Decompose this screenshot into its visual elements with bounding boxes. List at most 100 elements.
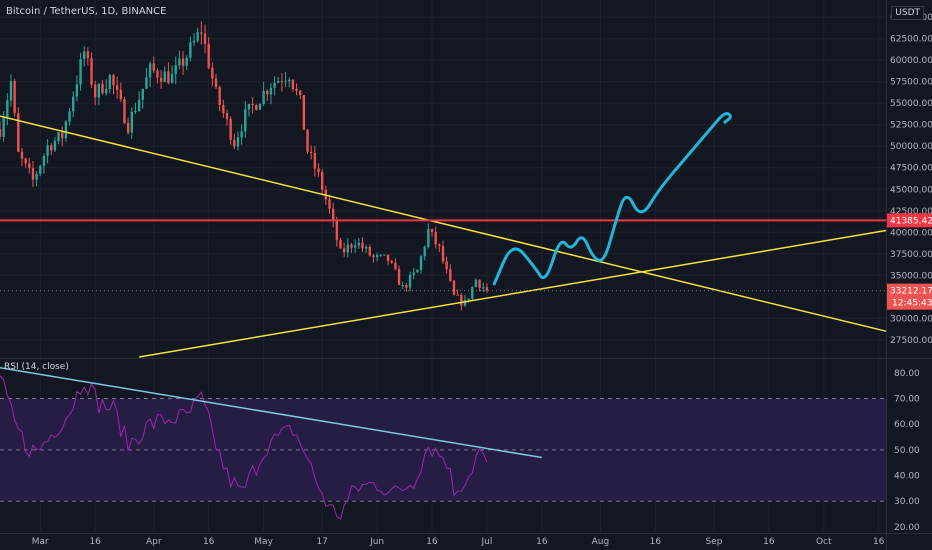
candle-body [430,228,434,233]
candle-body [170,74,174,84]
candle-body [119,89,123,100]
candle-body [372,255,375,258]
candle-body [295,88,298,91]
candle-body [320,172,324,190]
candle-body [31,168,35,180]
candle-body [225,113,229,119]
candle-body [115,85,119,90]
time-axis-tick: 16 [203,537,215,547]
candle-body [449,269,452,281]
candle-body [474,279,478,288]
candle-body [90,58,93,85]
candle-body [28,163,31,169]
candle-body [251,103,254,106]
candle-body [152,63,155,71]
time-axis-tick: Oct [816,537,832,547]
candle-body [189,42,192,58]
candle-body [375,254,379,258]
time-axis-tick: May [254,537,273,547]
candle-body [342,248,346,253]
resistance-price-label: 41385.42 [887,213,932,228]
candle-body [302,95,306,130]
rsi-axis-tick: 30.00 [894,497,920,507]
candle-body [53,140,57,151]
candle-body [46,145,49,156]
candle-body [478,279,481,288]
descending-trendline [0,115,887,332]
candle-body [6,100,9,118]
candle-body [419,256,423,270]
candle-body [310,151,313,153]
candle-body [35,173,38,180]
candle-body [72,96,75,112]
candle-body [485,287,489,291]
candle-body [123,99,126,124]
time-axis-tick: Jul [481,537,493,547]
candle-body [482,287,485,289]
candle-body [61,132,64,139]
candle-body [167,71,170,84]
candle-body [2,117,5,137]
candle-body [460,294,463,306]
currency-unit-button[interactable]: USDT [891,6,924,20]
time-axis-tick: 16 [426,537,438,547]
candle-body [218,87,221,105]
candle-body [64,121,68,139]
candle-body [20,151,24,159]
price-axis-tick: 27500.00 [890,336,932,346]
time-axis-tick: Sep [705,537,722,547]
candle-body [163,71,166,82]
candle-body [401,285,404,287]
candle-body [0,129,2,137]
candle-body [357,242,360,246]
rsi-axis-tick: 60.00 [894,420,920,430]
price-axis-tick: 35000.00 [890,271,932,281]
candles [0,21,489,311]
candle-body [434,232,437,245]
candle-body [207,43,210,68]
rsi-axis-tick: 80.00 [894,369,920,379]
candle-body [244,109,247,132]
candle-body [247,103,251,110]
candle-body [353,245,357,248]
rsi-trendline [0,366,542,459]
candle-body [75,84,79,97]
candle-body [383,254,386,256]
candle-body [368,246,371,256]
candle-body [386,254,390,261]
price-axis-tick: 52500.00 [890,121,932,131]
candle-body [269,87,273,95]
candle-body [104,89,108,94]
candle-body [452,280,456,295]
time-axis-tick: 16 [873,537,885,547]
candle-body [42,155,46,166]
candle-body [339,240,342,249]
price-axis-tick: 47500.00 [890,164,932,174]
candle-body [456,294,459,296]
candle-body [441,245,445,262]
last-price-badge [887,283,932,310]
price-axis-tick: 42500.00 [890,207,932,217]
price-axis-tick: 60000.00 [890,56,932,66]
candle-body [94,84,97,98]
candle-body [284,81,287,83]
candle-body [200,32,203,34]
time-axis-tick: Mar [32,537,49,547]
price-axis-tick: 57500.00 [890,78,932,88]
bar-countdown-text: 12:45:43 [892,299,932,309]
candle-body [178,58,181,66]
rsi-axis-tick: 50.00 [894,446,920,456]
price-axis-tick: 45000.00 [890,185,932,195]
candle-body [313,152,317,169]
candle-body [211,67,214,79]
ascending-trendline [138,229,887,358]
candle-body [97,83,101,98]
last-price-text: 33212.17 [890,287,932,297]
candle-body [331,208,335,221]
candle-body [463,300,467,306]
price-axis-tick: 67500.00 [890,0,932,2]
candle-body [137,99,141,111]
candle-body [17,113,20,152]
candle-body [361,242,364,249]
